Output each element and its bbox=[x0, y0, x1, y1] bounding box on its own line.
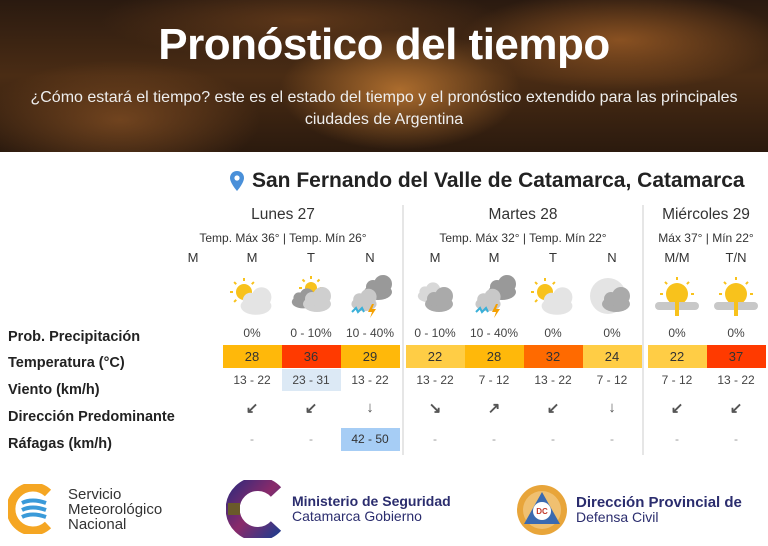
period-label: N bbox=[607, 250, 617, 265]
defensa-civil-logo-icon: DC bbox=[517, 485, 567, 535]
wind-value: 7 - 12 bbox=[661, 373, 693, 387]
period-label: T bbox=[549, 250, 557, 265]
sun-cloud-weather-icon bbox=[226, 274, 278, 318]
ministerio-line: Catamarca Gobierno bbox=[292, 508, 422, 524]
precipitation-value: 0% bbox=[727, 326, 745, 340]
logo-ministerio: Ministerio de Seguridad Catamarca Gobier… bbox=[226, 480, 451, 538]
wind-direction-arrow-icon: ↗ bbox=[487, 400, 501, 417]
period-label: N bbox=[365, 250, 375, 265]
temperature-cell: 29 bbox=[340, 345, 400, 368]
label-precipitation: Prob. Precipitación bbox=[8, 329, 141, 345]
precipitation-value: 0% bbox=[544, 326, 562, 340]
defensa-line: Defensa Civil bbox=[576, 509, 659, 525]
sun-fog-weather-icon bbox=[710, 274, 762, 318]
label-direction: Dirección Predominante bbox=[8, 409, 175, 425]
period-label: M bbox=[187, 250, 199, 265]
wind-direction-arrow-icon: ↙ bbox=[729, 400, 743, 417]
wind-direction-arrow-icon: ↙ bbox=[670, 400, 684, 417]
moon-cloud-weather-icon bbox=[586, 274, 638, 318]
period-label: T bbox=[307, 250, 315, 265]
location-title: San Fernando del Valle de Catamarca, Cat… bbox=[230, 169, 745, 193]
day-temps: Temp. Máx 36° | Temp. Mín 26° bbox=[199, 231, 367, 245]
smn-logo-icon bbox=[8, 484, 52, 534]
catamarca-logo-icon bbox=[226, 480, 282, 538]
wind-value: 13 - 22 bbox=[534, 373, 572, 387]
temperature-cell: 24 bbox=[582, 345, 642, 368]
sun-fog-weather-icon bbox=[651, 274, 703, 318]
wind-direction-arrow-icon: ↓ bbox=[608, 399, 616, 416]
label-temperature: Temperatura (°C) bbox=[8, 355, 125, 371]
header-banner: Pronóstico del tiempo ¿Cómo estará el ti… bbox=[0, 0, 768, 152]
period-label: M/M bbox=[664, 250, 690, 265]
day-separator bbox=[642, 205, 644, 455]
storm-weather-icon bbox=[344, 274, 396, 318]
gust-value: - bbox=[433, 432, 437, 446]
gust-value: - bbox=[551, 432, 555, 446]
wind-direction-arrow-icon: ↙ bbox=[304, 400, 318, 417]
precipitation-value: 10 - 40% bbox=[345, 326, 395, 340]
wind-value: 13 - 22 bbox=[233, 373, 271, 387]
wind-value: 7 - 12 bbox=[478, 373, 510, 387]
gust-value: - bbox=[250, 432, 254, 446]
gust-value: - bbox=[734, 432, 738, 446]
period-label: T/N bbox=[725, 250, 747, 265]
sun-cloud-weather-icon bbox=[527, 274, 579, 318]
wind-value: 23 - 31 bbox=[281, 369, 341, 391]
precipitation-value: 0% bbox=[668, 326, 686, 340]
day-separator bbox=[402, 205, 404, 455]
wind-value: 13 - 22 bbox=[717, 373, 755, 387]
smn-line: Servicio bbox=[68, 485, 122, 503]
gust-value: - bbox=[309, 432, 313, 446]
temperature-cell: 28 bbox=[464, 345, 524, 368]
wind-direction-arrow-icon: ↓ bbox=[366, 399, 374, 416]
day-temps: Máx 37° | Mín 22° bbox=[658, 231, 754, 245]
day-header: Miércoles 29 bbox=[662, 206, 750, 223]
day-header: Lunes 27 bbox=[251, 206, 315, 223]
precipitation-value: 0% bbox=[243, 326, 261, 340]
location-name: San Fernando del Valle de Catamarca, Cat… bbox=[252, 169, 745, 192]
precipitation-value: 0 - 10% bbox=[414, 326, 456, 340]
gust-value: 42 - 50 bbox=[340, 428, 400, 451]
smn-line: Meteorológico bbox=[68, 500, 163, 518]
temperature-cell: 32 bbox=[523, 345, 583, 368]
temperature-cell: 37 bbox=[706, 345, 766, 368]
wind-direction-arrow-icon: ↙ bbox=[245, 400, 259, 417]
cloud-sun-small-weather-icon bbox=[285, 274, 337, 318]
page-title: Pronóstico del tiempo bbox=[158, 20, 610, 69]
temperature-cell: 22 bbox=[647, 345, 707, 368]
period-label: M bbox=[488, 250, 500, 265]
gust-value: - bbox=[492, 432, 496, 446]
wind-value: 13 - 22 bbox=[351, 373, 389, 387]
page-subtitle: ¿Cómo estará el tiempo? este es el estad… bbox=[30, 89, 738, 128]
location-pin-icon bbox=[230, 171, 244, 191]
temperature-cell: 22 bbox=[405, 345, 465, 368]
dc-badge: DC bbox=[536, 507, 548, 516]
precipitation-value: 10 - 40% bbox=[469, 326, 519, 340]
day-header: Martes 28 bbox=[488, 206, 558, 223]
temperature-cell: 28 bbox=[222, 345, 282, 368]
gust-value: - bbox=[610, 432, 614, 446]
smn-line: Nacional bbox=[68, 515, 127, 533]
night-cloud-weather-icon bbox=[409, 274, 461, 318]
precipitation-value: 0 - 10% bbox=[290, 326, 332, 340]
wind-value: 7 - 12 bbox=[596, 373, 628, 387]
wind-direction-arrow-icon: ↘ bbox=[428, 400, 442, 417]
wind-value: 13 - 22 bbox=[416, 373, 454, 387]
logo-defensa-civil: DC Dirección Provincial de Defensa Civil bbox=[516, 484, 742, 536]
period-label: M bbox=[429, 250, 441, 265]
precipitation-value: 0% bbox=[603, 326, 621, 340]
period-label: M bbox=[246, 250, 258, 265]
wind-direction-arrow-icon: ↙ bbox=[546, 400, 560, 417]
storm-weather-icon bbox=[468, 274, 520, 318]
defensa-line: Dirección Provincial de bbox=[576, 494, 742, 511]
logo-smn: Servicio Meteorológico Nacional bbox=[8, 484, 162, 534]
day-temps: Temp. Máx 32° | Temp. Mín 22° bbox=[439, 231, 607, 245]
gust-value: - bbox=[675, 432, 679, 446]
label-wind: Viento (km/h) bbox=[8, 382, 100, 398]
temperature-cell: 36 bbox=[281, 345, 341, 368]
ministerio-line: Ministerio de Seguridad bbox=[292, 493, 451, 509]
label-gusts: Ráfagas (km/h) bbox=[8, 436, 112, 452]
